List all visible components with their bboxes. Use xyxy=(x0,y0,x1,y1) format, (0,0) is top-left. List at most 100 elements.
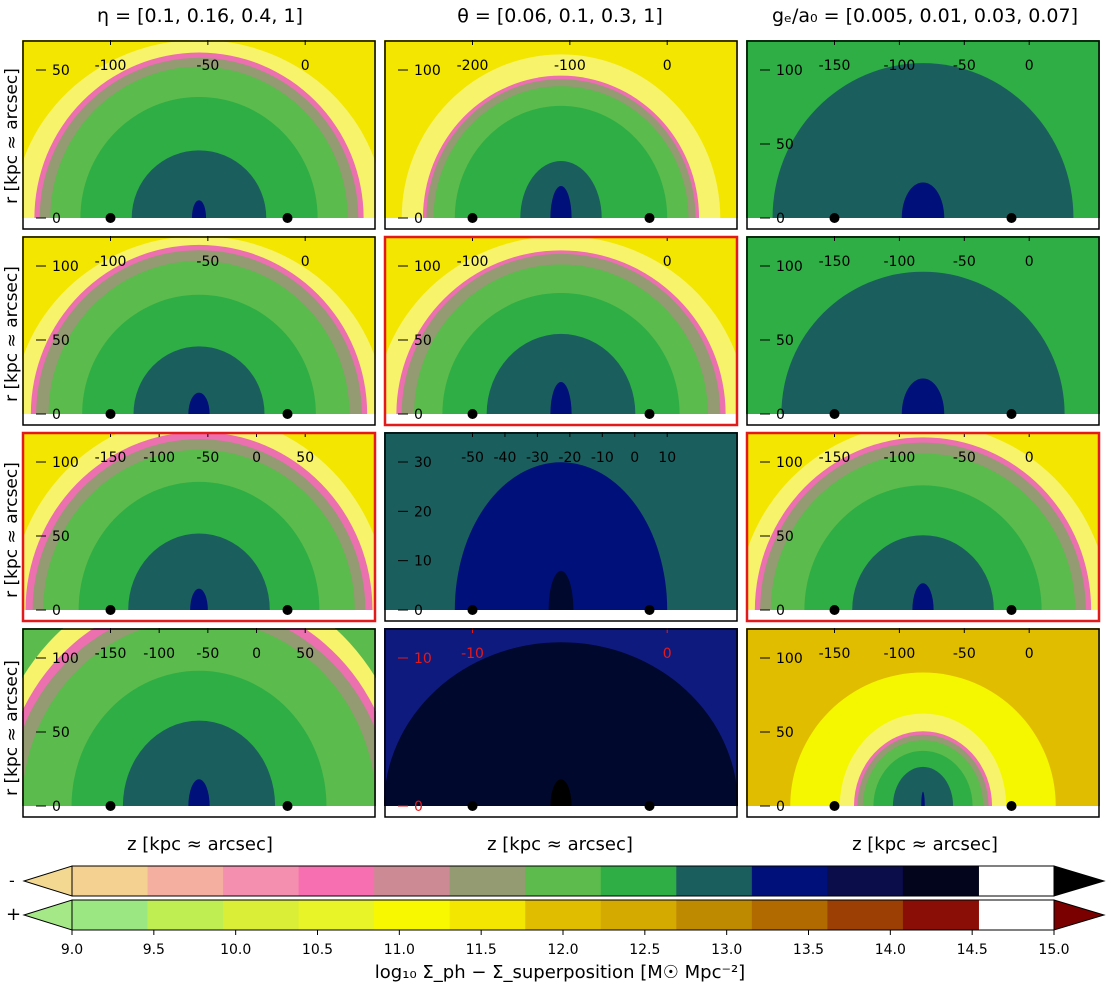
colorbar-plus-swatch xyxy=(676,900,753,930)
panel-contours: -100 -50 0 0 50 xyxy=(22,40,376,230)
panel-highlight-frame xyxy=(21,431,377,623)
panel-contours: -100 -50 0 0 50 100 xyxy=(22,236,376,426)
x-tick-label: -50 xyxy=(461,450,484,466)
x-tick-label: -100 xyxy=(554,58,586,74)
x-tick-label: -100 xyxy=(95,254,127,270)
x-axis-labels: z [kpc ≈ arcsec] z [kpc ≈ arcsec] z [kpc… xyxy=(127,834,998,855)
y-tick-label: 100 xyxy=(776,455,803,471)
y-axis-labels: r [kpc ≈ arcsec] r [kpc ≈ arcsec] r [kpc… xyxy=(2,68,22,796)
panel-contours: -150 -100 -50 0 50 0 50 100 xyxy=(22,628,376,818)
y-tick-label: 0 xyxy=(414,603,423,619)
panel-highlight-frame xyxy=(383,235,739,427)
panel-contours: -150 -100 -50 0 50 0 50 100 xyxy=(22,432,376,622)
source-point xyxy=(105,213,116,223)
source-point xyxy=(467,409,478,419)
panel-2-0: -150 -100 -50 0 50 0 50 100 xyxy=(21,431,377,623)
x-tick-label: -50 xyxy=(196,450,219,466)
y-tick-label: 20 xyxy=(414,504,432,520)
contour-level-black xyxy=(550,779,572,806)
source-point xyxy=(1006,605,1017,615)
y-axis-label-row-3: r [kpc ≈ arcsec] xyxy=(2,660,22,796)
x-tick-label: -50 xyxy=(196,254,219,270)
y-tick-label: 50 xyxy=(52,725,70,741)
panel-contours: -150 -100 -50 0 0 50 100 xyxy=(746,40,1100,230)
contour-level-teal xyxy=(122,720,276,806)
contour-level-teal xyxy=(128,533,270,610)
source-point xyxy=(644,213,655,223)
x-tick-label: -50 xyxy=(953,254,976,270)
x-tick-label: -150 xyxy=(819,58,851,74)
y-tick-label: 50 xyxy=(776,725,794,741)
colorbar-minus-swatch xyxy=(676,866,753,896)
colorbar-plus-swatch xyxy=(525,900,602,930)
colorbar-tick-label: 9.5 xyxy=(143,942,165,958)
x-tick-label: 0 xyxy=(252,646,261,662)
colorbar-minus-swatch xyxy=(298,866,375,896)
x-tick-label: -50 xyxy=(953,58,976,74)
x-tick-label: 50 xyxy=(296,450,314,466)
x-tick-label: 0 xyxy=(1025,58,1034,74)
contour-level-navy xyxy=(188,392,210,414)
panel-contours: -150 -100 -50 0 0 50 100 xyxy=(746,236,1100,426)
colorbar-minus-label: - xyxy=(9,871,15,890)
y-tick-label: 100 xyxy=(52,651,79,667)
panel-1-2: -150 -100 -50 0 0 50 100 xyxy=(746,236,1100,426)
colorbar-tick-label: 15.0 xyxy=(1038,942,1069,958)
x-tick-label: -150 xyxy=(819,646,851,662)
panel-3-0: -150 -100 -50 0 50 0 50 100 xyxy=(22,628,376,818)
panel-1-0: -100 -50 0 0 50 100 xyxy=(22,236,376,426)
source-point xyxy=(1006,213,1017,223)
panel-axis-strip xyxy=(22,218,376,230)
panel-contours: -150 -100 -50 0 0 50 100 xyxy=(746,628,1100,818)
source-point xyxy=(467,605,478,615)
y-tick-label: 100 xyxy=(776,63,803,79)
column-title-ge: gₑ/a₀ = [0.005, 0.01, 0.03, 0.07] xyxy=(772,5,1078,27)
y-tick-label: 100 xyxy=(52,455,79,471)
y-tick-label: 10 xyxy=(414,554,432,570)
column-title-eta: η = [0.1, 0.16, 0.4, 1] xyxy=(97,5,303,27)
x-tick-label: -30 xyxy=(526,450,549,466)
x-tick-label: 0 xyxy=(663,254,672,270)
panel-frame xyxy=(22,40,376,230)
contour-level-navy xyxy=(912,583,934,610)
panel-axis-strip xyxy=(22,806,376,818)
contour-level-navy xyxy=(901,182,945,218)
source-point xyxy=(829,801,840,811)
panel-axis-strip xyxy=(746,806,1100,818)
colorbar-tick-label: 10.5 xyxy=(302,942,333,958)
panel-frame xyxy=(384,40,738,230)
colorbar-plus-swatch xyxy=(374,900,451,930)
colorbar-minus-swatch xyxy=(751,866,828,896)
panel-axis-strip xyxy=(384,806,738,818)
panel-frame xyxy=(746,236,1100,426)
x-tick-label: 10 xyxy=(658,450,676,466)
colorbar-minus-swatch xyxy=(902,866,979,896)
x-tick-label: 0 xyxy=(301,254,310,270)
panel-frame xyxy=(384,628,738,818)
colorbar-minus-strip xyxy=(22,865,1106,897)
y-tick-label: 50 xyxy=(776,333,794,349)
colorbar-ticks: 9.0 9.5 10.0 10.5 11.0 11.5 12.0 12.5 13.0 13.5 14… xyxy=(61,930,1070,958)
x-tick-label: 0 xyxy=(301,58,310,74)
colorbar-minus-swatch xyxy=(525,866,602,896)
colorbar-minus-swatch xyxy=(374,866,451,896)
x-tick-label: 0 xyxy=(663,646,672,662)
source-point xyxy=(105,409,116,419)
colorbar-plus-swatch xyxy=(827,900,904,930)
y-tick-label: 0 xyxy=(52,211,61,227)
panel-0-2: -150 -100 -50 0 0 50 100 xyxy=(746,40,1100,230)
colorbar-minus-frame xyxy=(71,865,1055,897)
x-tick-label: -150 xyxy=(95,646,127,662)
y-tick-label: 50 xyxy=(52,63,70,79)
source-point xyxy=(105,605,116,615)
x-tick-label: -100 xyxy=(884,254,916,270)
x-tick-label: -200 xyxy=(457,58,489,74)
colorbar-plus-swatch xyxy=(600,900,677,930)
contour-level-navy xyxy=(550,186,572,218)
column-title-theta: θ = [0.06, 0.1, 0.3, 1] xyxy=(457,5,663,27)
contour-level-navy xyxy=(901,378,945,414)
x-tick-label: 0 xyxy=(630,450,639,466)
x-axis-label-col-1: z [kpc ≈ arcsec] xyxy=(487,834,633,855)
colorbar-plus-right-arrow xyxy=(1053,899,1106,931)
